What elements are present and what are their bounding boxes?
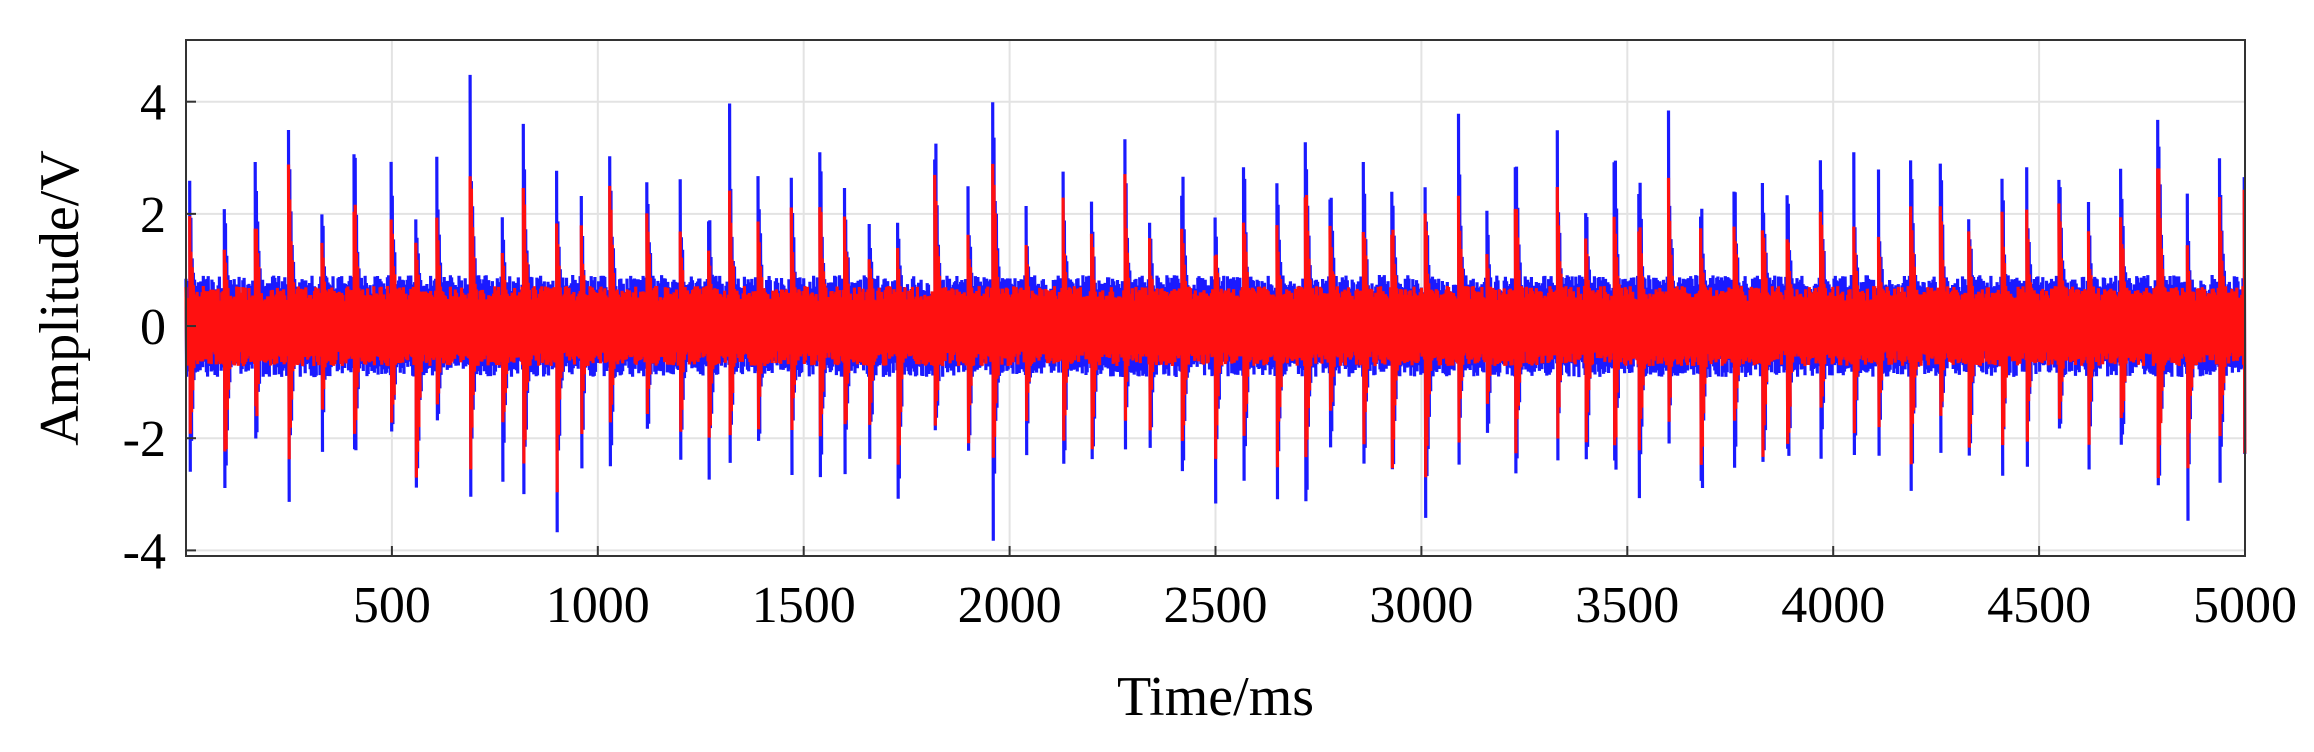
y-tick-label: -2 <box>123 411 166 468</box>
y-tick-label: 4 <box>140 75 166 132</box>
y-axis-label: Amplitude/V <box>29 150 91 446</box>
x-tick-label: 1000 <box>546 577 650 634</box>
y-tick-label: 2 <box>140 187 166 244</box>
x-tick-label: 2500 <box>1164 577 1268 634</box>
x-tick-label: 2000 <box>958 577 1062 634</box>
x-axis-ticks: 500 1000 1500 2000 2500 3000 3500 4000 4500 5000 <box>353 546 2297 634</box>
y-tick-label: -4 <box>123 523 166 580</box>
y-tick-label: 0 <box>140 299 166 356</box>
y-axis-ticks: -4 -2 0 2 4 <box>123 75 196 580</box>
x-tick-label: 500 <box>353 577 431 634</box>
x-tick-label: 4000 <box>1781 577 1885 634</box>
x-tick-label: 3000 <box>1369 577 1473 634</box>
x-tick-label: 4500 <box>1987 577 2091 634</box>
x-tick-label: 1500 <box>752 577 856 634</box>
x-tick-label: 3500 <box>1575 577 1679 634</box>
x-tick-label: 5000 <box>2193 577 2297 634</box>
x-axis-label: Time/ms <box>1117 666 1314 728</box>
